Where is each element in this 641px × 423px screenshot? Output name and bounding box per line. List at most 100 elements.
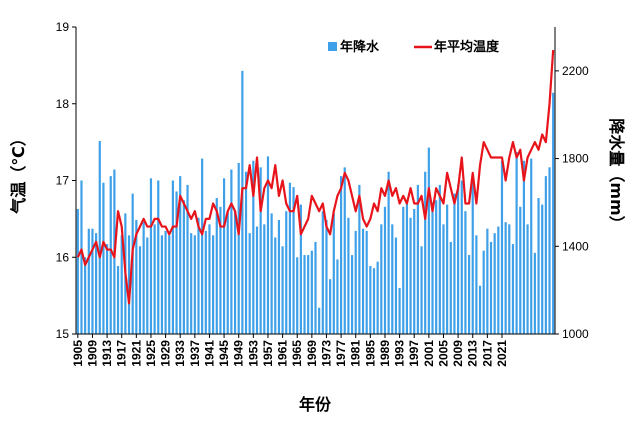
axes — [72, 26, 559, 338]
bar-precipitation — [500, 160, 504, 334]
y-right-axis-title: 降水量（mm） — [607, 118, 626, 231]
bar-precipitation — [241, 70, 244, 335]
bar-precipitation — [460, 180, 463, 334]
bar-precipitation — [153, 224, 156, 334]
bar-precipitation — [296, 257, 299, 334]
bar-precipitation — [329, 279, 332, 334]
bar-precipitation — [190, 233, 193, 334]
legend-swatch-precipitation — [328, 42, 337, 51]
x-tick-label: 1953 — [246, 340, 260, 367]
bar-precipitation — [299, 204, 302, 334]
bar-precipitation — [435, 200, 438, 334]
bar-precipitation — [365, 230, 368, 334]
legend: 年降水 年平均温度 — [328, 39, 500, 55]
x-tick-label: 1917 — [115, 340, 129, 367]
bar-precipitation — [135, 219, 138, 334]
bar-precipitation — [372, 268, 376, 334]
bar-precipitation — [105, 244, 109, 334]
bar-precipitation — [541, 204, 544, 334]
bar-precipitation — [332, 213, 335, 334]
bar-precipitation — [369, 266, 372, 334]
bar-precipitation — [358, 184, 361, 334]
x-tick-label: 1909 — [85, 340, 99, 367]
bar-precipitation — [84, 257, 87, 334]
bar-precipitation — [109, 176, 112, 334]
bar-precipitation — [544, 176, 547, 334]
bar-precipitation — [168, 235, 171, 334]
bar-precipitation — [336, 259, 339, 334]
bar-precipitation — [489, 241, 493, 334]
bar-precipitation — [157, 180, 160, 334]
bar-precipitation — [252, 160, 255, 334]
bar-precipitation — [398, 287, 401, 334]
bar-precipitation — [102, 182, 105, 334]
x-tick-label: 1977 — [334, 340, 348, 367]
bar-precipitation — [303, 255, 306, 334]
bar-precipitation — [493, 233, 496, 334]
bar-precipitation — [204, 230, 207, 334]
bar-precipitation — [222, 178, 226, 334]
x-tick-label: 1981 — [349, 340, 363, 367]
bar-precipitation — [478, 285, 482, 334]
bar-precipitation — [288, 182, 291, 334]
x-tick-label: 1961 — [276, 340, 290, 367]
bar-precipitation — [438, 184, 441, 334]
x-tick-label: 1921 — [129, 340, 143, 367]
bar-precipitation — [91, 228, 94, 334]
bar-precipitation — [446, 204, 449, 334]
bar-precipitation — [475, 235, 478, 334]
bar-precipitation — [149, 178, 153, 334]
bar-precipitation — [321, 211, 324, 334]
x-tick-label: 1913 — [100, 340, 114, 367]
bar-precipitation — [201, 158, 204, 334]
x-tick-label: 1993 — [393, 340, 407, 367]
x-tick-label: 2009 — [451, 340, 465, 367]
bar-precipitation — [467, 255, 471, 334]
bar-precipitation — [347, 217, 350, 334]
x-tick-label: 1933 — [173, 340, 187, 367]
bar-precipitation — [285, 211, 288, 334]
x-tick-label: 1973 — [319, 340, 333, 367]
bar-precipitation — [255, 226, 259, 334]
x-tick-label: 1949 — [232, 340, 246, 367]
bar-precipitation — [449, 241, 452, 334]
bar-precipitation — [409, 217, 412, 334]
bar-precipitation — [522, 160, 526, 334]
bar-precipitation — [457, 184, 460, 334]
bar-precipitation — [387, 171, 390, 334]
bar-precipitation — [343, 167, 346, 334]
y-right-tick-label: 1400 — [562, 239, 589, 253]
bar-precipitation — [219, 206, 222, 334]
x-tick-label: 1989 — [378, 340, 392, 367]
bar-precipitation — [325, 219, 328, 334]
bar-precipitation — [511, 244, 515, 334]
y-left-tick-label: 16 — [56, 250, 70, 264]
bar-precipitation — [226, 211, 229, 334]
bar-precipitation — [464, 211, 467, 334]
bar-precipitation — [420, 246, 423, 334]
bar-precipitation — [274, 237, 277, 334]
bar-precipitation — [383, 206, 387, 334]
x-tick-label: 2021 — [495, 340, 509, 367]
x-tick-label: 2013 — [466, 340, 480, 367]
bar-precipitation — [482, 250, 485, 334]
bar-precipitation — [391, 224, 394, 334]
bar-precipitation — [292, 187, 295, 334]
bar-precipitation — [179, 176, 182, 334]
legend-label-precipitation: 年降水 — [340, 39, 380, 55]
bar-precipitation — [164, 230, 167, 334]
bar-precipitation — [193, 235, 196, 334]
x-tick-label: 1941 — [202, 340, 216, 367]
temperature-line — [76, 49, 555, 305]
bar-precipitation — [431, 202, 434, 334]
x-tick-label: 2005 — [436, 340, 450, 367]
bar-precipitation — [394, 237, 398, 334]
bar-precipitation — [427, 147, 430, 334]
bar-precipitation — [266, 156, 270, 334]
x-tick-label: 1997 — [407, 340, 421, 367]
bar-precipitation — [526, 224, 529, 334]
bar-precipitation — [208, 224, 211, 334]
bar-precipitation — [471, 176, 474, 334]
bar-precipitation — [354, 230, 357, 334]
precipitation-bars — [76, 70, 555, 335]
